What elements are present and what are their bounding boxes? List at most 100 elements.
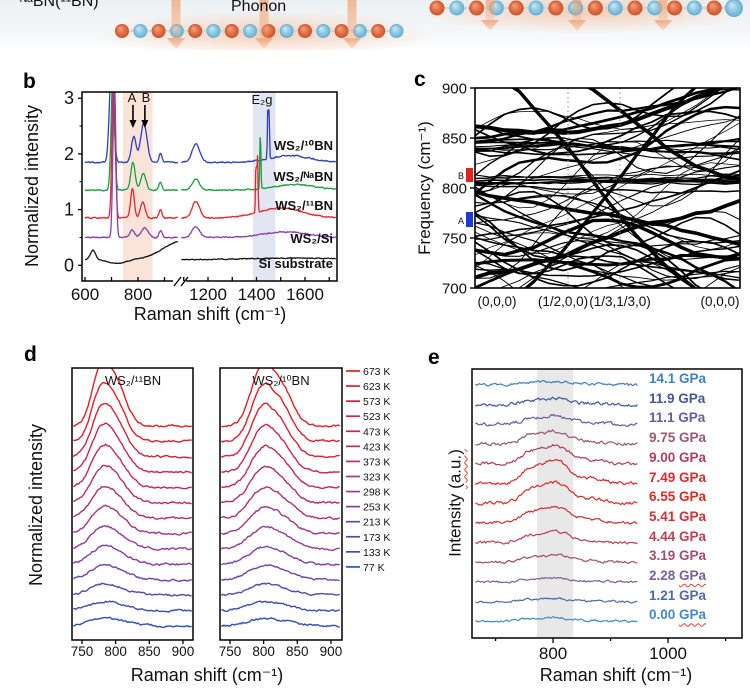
phonon-arrow-head: [481, 20, 499, 31]
b-annotation-arrowhead-b: [141, 120, 149, 128]
c-phonon-band: [475, 240, 740, 280]
c-phonon-band: [475, 88, 723, 195]
d-plot-border-1: [219, 367, 343, 641]
phonon-arrow-head: [343, 38, 361, 49]
c-phonon-band: [475, 222, 658, 288]
phonon-arrow-shaft: [259, 0, 269, 38]
c-y-tick-label: 850: [442, 131, 467, 148]
b-e2g-label: E₂g: [252, 92, 273, 107]
phonon-dispersion-plot: 700 750 800 850 900 (0,0,0) (1/2,0,0) (1/3,1/3,…: [415, 81, 741, 309]
e-curve-9p75gpa: [475, 429, 638, 447]
d-curve-ws-bn-133-k: [73, 600, 192, 613]
d-subpanel-title-ws2-10bn: WS₂/¹⁰BN: [252, 373, 309, 388]
c-k-point-label: (0,0,0): [477, 294, 516, 309]
c-marker-label-a: A: [458, 216, 464, 226]
phonon-arrow-head: [255, 38, 273, 49]
c-phonon-band: [475, 105, 740, 195]
atom-orange: [334, 24, 349, 38]
atom-orange: [548, 0, 564, 16]
c-phonon-band: [511, 88, 697, 288]
d-curve-ws-bn-213-k: [221, 564, 340, 582]
c-phonon-band: [475, 165, 740, 240]
d-curve-ws-bn-298-k: [220, 525, 340, 552]
d-curve-ws-bn-623-k: [220, 382, 340, 443]
d-x-tick-label: 900: [320, 644, 343, 659]
phonon-label: Phonon: [231, 0, 287, 15]
b-x-tick-label: 800: [124, 285, 152, 304]
c-phonon-band: [475, 88, 722, 130]
d-legend-label: 173 K: [363, 532, 390, 544]
c-phonon-band: [475, 190, 740, 249]
d-curve-ws-bn-623-k: [73, 381, 192, 443]
c-phonon-band: [475, 88, 722, 140]
b-curve-ws-bn: [84, 92, 336, 220]
atom-blue: [316, 24, 331, 38]
e-curve-11p1gpa: [475, 413, 638, 427]
d-curve-ws-bn-673-k: [73, 368, 192, 428]
c-k-point-label: (1/2,0,0): [538, 294, 588, 309]
b-axis-break-mark: [173, 276, 189, 287]
c-phonon-band: [524, 88, 697, 288]
phonon-arrow-shaft: [658, 0, 668, 20]
b-y-tick-label: 1: [64, 200, 74, 220]
e-curve-9p00gpa: [475, 443, 638, 466]
atom-blue: [449, 0, 465, 16]
isotope-label: ᴺᵃBN(¹¹BN): [20, 0, 99, 10]
c-phonon-band: [475, 175, 740, 182]
raman-spectra-plot: 600 800 1200 1400 1600 0 1 2 3 Normalized intens…: [22, 88, 338, 324]
d-legend-label: 253 K: [363, 502, 390, 514]
d-x-tick-label: 850: [138, 644, 161, 659]
d-x-tick-label: 800: [104, 644, 127, 659]
c-k-point-label: (1/3,1/3,0): [589, 294, 651, 309]
c-phonon-band: [475, 214, 740, 247]
d-legend-label: 77 K: [363, 562, 385, 574]
d-legend-label: 323 K: [363, 471, 390, 483]
e-curve-1p21gpa: [475, 597, 638, 604]
d-y-axis-label: Normalized intensity: [26, 424, 46, 586]
c-y-tick-label: 700: [442, 281, 467, 298]
d-curve-ws-bn-373-k: [220, 486, 341, 521]
atom-chain-graphic: [95, 0, 750, 50]
d-x-tick-label: 900: [172, 644, 195, 659]
c-y-tick-label: 800: [442, 181, 467, 198]
c-phonon-band: [475, 184, 740, 194]
panel-letter-c: c: [414, 68, 426, 91]
d-legend-label: 423 K: [363, 441, 390, 453]
e-curve-14p1gpa: [475, 379, 638, 387]
d-curve-ws-bn-77-k: [221, 617, 340, 628]
e-curve-11p9gpa: [475, 396, 638, 408]
e-curve-7p49gpa: [475, 459, 638, 486]
c-y-tick-label: 750: [442, 231, 467, 248]
c-phonon-band: [475, 88, 675, 137]
c-marker-label-b: B: [458, 171, 464, 181]
panel-d: d 750 800 850 900 750 800 850 900 673 K 623 K 573…: [15, 343, 425, 700]
d-legend-label: 623 K: [363, 381, 390, 393]
d-curve-ws-bn-213-k: [73, 563, 193, 583]
atom-orange: [115, 24, 129, 38]
phonon-arrow-shaft: [572, 0, 582, 20]
b-x-tick-label: 1600: [286, 285, 324, 304]
e-curve-4p44gpa: [475, 529, 638, 545]
phonon-arrow-head: [654, 20, 672, 31]
e-curve-5p41gpa: [475, 505, 638, 525]
c-marker-b: [466, 168, 473, 182]
atom-blue: [279, 24, 294, 38]
e-shaded-band: [536, 369, 574, 638]
d-curve-ws-bn-523-k: [221, 423, 340, 474]
d-curve-ws-bn-298-k: [73, 525, 193, 552]
c-k-point-label: (0,0,0): [700, 294, 739, 309]
c-phonon-band: [475, 88, 733, 158]
atom-blue: [686, 0, 702, 16]
b-peak-annotation-a: A: [128, 90, 137, 105]
e-plot-border: [471, 368, 743, 639]
d-curve-ws-bn-323-k: [220, 505, 340, 536]
b-y-tick-label: 0: [64, 255, 74, 275]
phonon-arrow-head: [167, 38, 185, 49]
d-legend-label: 298 K: [363, 487, 390, 499]
atom-orange: [224, 24, 239, 38]
atom-orange: [508, 0, 524, 16]
atom-blue: [528, 0, 544, 16]
b-series-label-si-substrate: Si substrate: [259, 256, 333, 271]
d-curve-ws-bn-423-k: [73, 464, 192, 505]
